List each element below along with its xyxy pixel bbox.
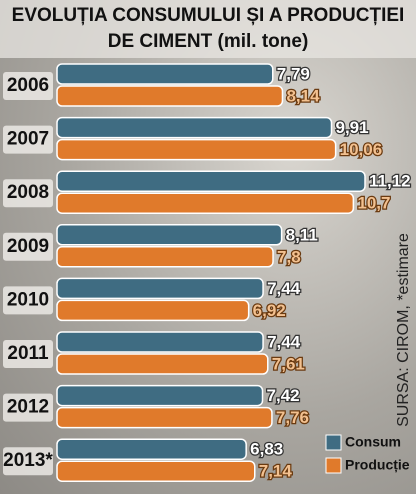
value-label: 8,11 xyxy=(286,225,318,244)
bar xyxy=(56,85,284,107)
legend-swatch xyxy=(325,434,342,451)
bar xyxy=(56,406,273,429)
y-tick-label: 2010 xyxy=(7,289,49,310)
bar xyxy=(56,192,355,214)
chart-title: DE CIMENT (mil. tone) xyxy=(108,31,309,52)
bar xyxy=(56,331,264,353)
y-tick-label: 2008 xyxy=(7,182,49,203)
y-tick-label: 2006 xyxy=(7,75,49,96)
year-bg xyxy=(3,286,53,315)
title-band xyxy=(0,0,416,58)
year-bg xyxy=(3,340,53,368)
value-label: 10,06 xyxy=(340,140,383,159)
year-bg xyxy=(3,232,53,261)
year-bg xyxy=(3,125,53,154)
bar xyxy=(56,138,337,161)
value-label: 7,42 xyxy=(267,386,300,405)
y-tick-label: 2011 xyxy=(7,343,49,364)
source: SURSA: CIROM, *estimare xyxy=(395,233,412,427)
bar xyxy=(56,63,274,85)
value-label: 8,14 xyxy=(286,86,320,105)
bar xyxy=(56,277,264,300)
value-label: 7,44 xyxy=(267,279,301,298)
value-label: 7,8 xyxy=(277,247,301,266)
y-tick-label: 2013* xyxy=(3,450,53,471)
bar xyxy=(56,224,283,246)
value-label: 7,14 xyxy=(259,462,293,481)
bar xyxy=(56,170,366,192)
value-label: 7,61 xyxy=(272,354,305,373)
bar xyxy=(56,246,274,268)
bar xyxy=(56,438,247,460)
value-label: 7,76 xyxy=(276,408,309,427)
legend-swatch xyxy=(325,457,342,474)
value-label: 7,79 xyxy=(277,64,310,83)
y-tick-label: 2007 xyxy=(7,129,49,150)
bar xyxy=(56,116,333,139)
value-label: 9,91 xyxy=(335,118,368,137)
value-label: 11,12 xyxy=(369,172,411,191)
legend-label: Producție xyxy=(345,457,410,473)
bar xyxy=(56,299,250,322)
year-bg xyxy=(3,393,53,422)
bar xyxy=(56,460,256,482)
value-label: 6,92 xyxy=(253,301,286,320)
value-label: 6,83 xyxy=(250,440,283,459)
bar xyxy=(56,353,269,375)
bar xyxy=(56,384,264,407)
value-label: 10,7 xyxy=(357,194,390,213)
chart-title: EVOLUȚIA CONSUMULUI ȘI A PRODUCȚIEI xyxy=(12,5,405,26)
legend-label: Consum xyxy=(345,434,401,450)
year-bg xyxy=(3,72,53,100)
value-label: 7,44 xyxy=(267,332,301,351)
y-tick-label: 2012 xyxy=(7,397,49,418)
year-bg xyxy=(3,447,53,476)
year-bg xyxy=(3,179,53,208)
y-tick-label: 2009 xyxy=(7,236,49,257)
